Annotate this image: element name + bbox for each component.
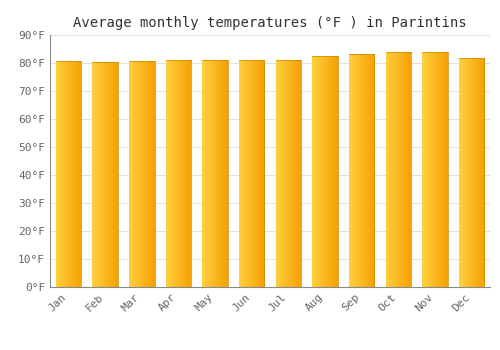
Title: Average monthly temperatures (°F ) in Parintins: Average monthly temperatures (°F ) in Pa… (73, 16, 467, 30)
